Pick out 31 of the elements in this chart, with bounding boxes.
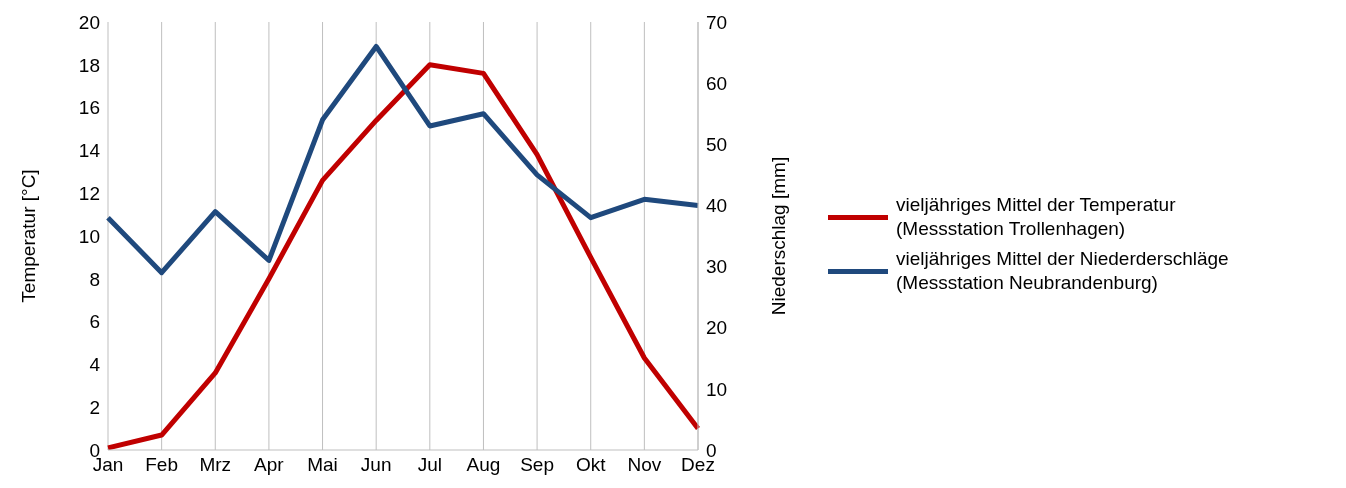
y2-axis-title: Niederschlag [mm] [767, 156, 789, 316]
y-tick-label: 18 [78, 54, 100, 76]
y-tick-label: 2 [89, 396, 100, 418]
x-tick-label: Mrz [199, 454, 232, 476]
legend-label: vieljähriges Mittel der Temperatur (Messstation Trollenhagen) [896, 193, 1176, 241]
y2-tick-label: 20 [706, 317, 728, 339]
y-axis-title: Temperatur [°C] [17, 169, 39, 303]
y-tick-label: 4 [89, 354, 101, 376]
y-tick-label: 12 [78, 182, 100, 204]
x-tick-label: Okt [575, 454, 607, 476]
y-tick-label: 6 [89, 311, 100, 333]
y2-tick-label: 60 [706, 72, 728, 94]
y-tick-label: 8 [89, 268, 100, 290]
y2-tick-label: 70 [706, 11, 728, 33]
y-tick-label: 16 [78, 97, 100, 119]
x-tick-label: Sep [520, 454, 554, 476]
y-tick-label: 14 [78, 140, 101, 162]
x-tick-label: Nov [627, 454, 662, 476]
x-tick-label: Aug [466, 454, 501, 476]
x-tick-label: Jun [360, 454, 392, 476]
y-tick-label: 10 [78, 225, 100, 247]
y2-tick-label: 10 [706, 378, 728, 400]
y-tick-label: 20 [78, 11, 100, 33]
y2-tick-label: 50 [706, 134, 728, 156]
x-tick-label: Mai [307, 454, 338, 476]
y2-tick-label: 40 [706, 195, 728, 217]
legend-label: vieljähriges Mittel der Niederderschläge (Messstation Neubrandenburg) [896, 247, 1229, 295]
x-tick-label: Jul [417, 454, 442, 476]
x-tick-label: Apr [254, 454, 285, 476]
y2-tick-label: 30 [706, 256, 728, 278]
x-tick-label: Feb [145, 454, 179, 476]
